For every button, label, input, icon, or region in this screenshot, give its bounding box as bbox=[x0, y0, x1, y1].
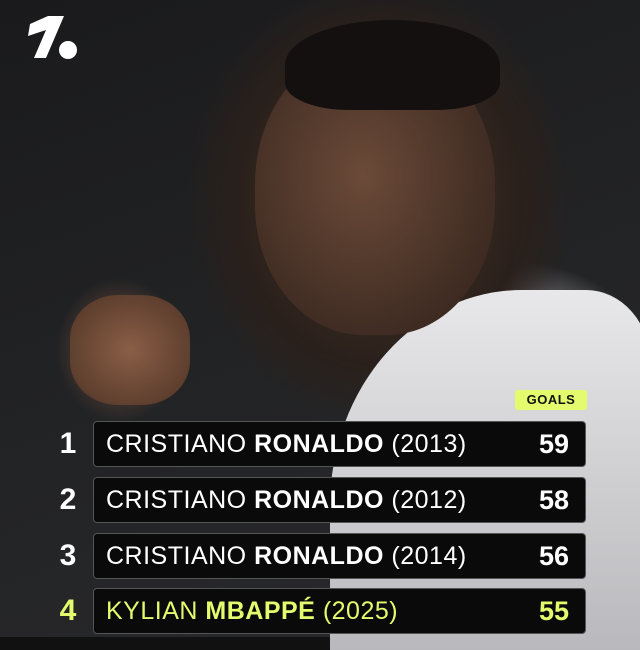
ranking-row: 1 CRISTIANO RONALDO (2013) 59 bbox=[0, 421, 640, 467]
first-name: KYLIAN bbox=[106, 597, 198, 625]
last-name: RONALDO bbox=[254, 542, 384, 570]
player-name: KYLIAN MBAPPÉ (2025) bbox=[106, 589, 398, 633]
player-name: CRISTIANO RONALDO (2013) bbox=[106, 422, 467, 466]
ranking-row: 2 CRISTIANO RONALDO (2012) 58 bbox=[0, 477, 640, 523]
brand-logo-icon bbox=[28, 16, 77, 59]
first-name: CRISTIANO bbox=[106, 486, 247, 514]
season-year: (2013) bbox=[391, 430, 467, 458]
first-name: CRISTIANO bbox=[106, 430, 247, 458]
rank-number: 4 bbox=[59, 594, 77, 627]
ranking-row: 4 KYLIAN MBAPPÉ (2025) 55 bbox=[0, 588, 640, 634]
first-name: CRISTIANO bbox=[106, 542, 247, 570]
last-name: RONALDO bbox=[254, 430, 384, 458]
player-fist bbox=[70, 295, 190, 405]
ranking-box: CRISTIANO RONALDO (2012) 58 bbox=[93, 477, 586, 523]
last-name: MBAPPÉ bbox=[205, 597, 316, 625]
season-year: (2014) bbox=[391, 542, 467, 570]
ranking-row: 3 CRISTIANO RONALDO (2014) 56 bbox=[0, 533, 640, 579]
player-hair bbox=[285, 20, 500, 110]
rank-number: 2 bbox=[59, 483, 77, 516]
goals-value: 58 bbox=[538, 485, 569, 515]
ranking-box: KYLIAN MBAPPÉ (2025) 55 bbox=[93, 588, 586, 634]
rank-number: 3 bbox=[59, 539, 77, 572]
rank-number: 1 bbox=[59, 427, 77, 460]
player-name: CRISTIANO RONALDO (2012) bbox=[106, 478, 467, 522]
player-name: CRISTIANO RONALDO (2014) bbox=[106, 534, 467, 578]
goals-value: 56 bbox=[538, 541, 569, 571]
goals-value: 55 bbox=[538, 596, 569, 626]
season-year: (2012) bbox=[391, 486, 467, 514]
goals-value: 59 bbox=[538, 429, 569, 459]
last-name: RONALDO bbox=[254, 486, 384, 514]
ranking-box: CRISTIANO RONALDO (2014) 56 bbox=[93, 533, 586, 579]
goals-column-badge: GOALS bbox=[515, 390, 587, 410]
season-year: (2025) bbox=[322, 597, 399, 625]
ranking-box: CRISTIANO RONALDO (2013) 59 bbox=[93, 421, 586, 467]
